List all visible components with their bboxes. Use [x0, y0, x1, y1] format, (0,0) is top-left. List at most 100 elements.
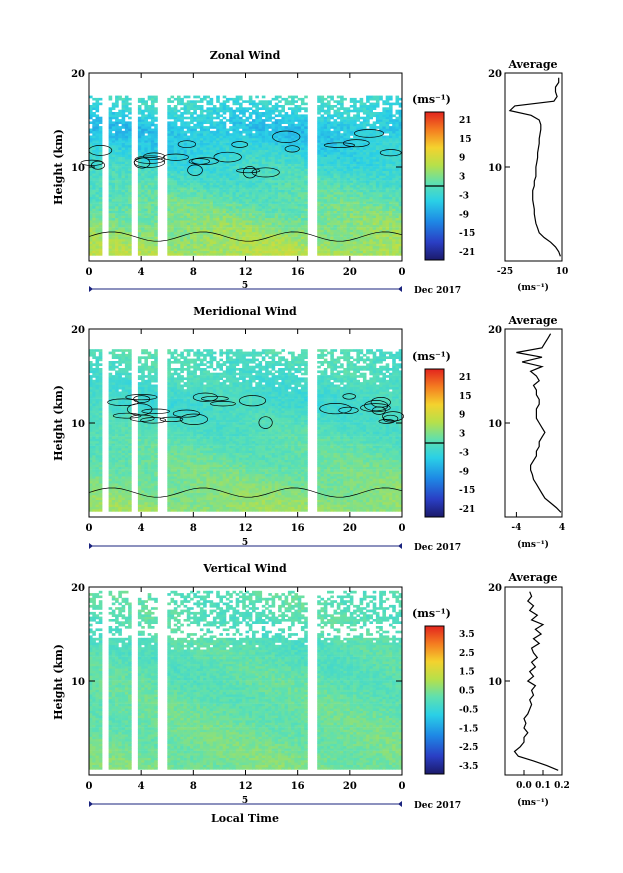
heatmap-cell [141, 224, 145, 228]
heatmap-cell [333, 241, 338, 244]
heatmap-cell [265, 241, 269, 244]
heatmap-cell [291, 123, 295, 127]
heatmap-cell [180, 163, 184, 167]
heatmap-cell [95, 114, 100, 118]
heatmap-cell [115, 206, 119, 209]
heatmap-cell [137, 196, 142, 200]
heatmap-cell [274, 234, 279, 237]
heatmap-cell [356, 213, 360, 216]
heatmap-cell [346, 154, 351, 157]
heatmap-cell [167, 229, 171, 233]
heatmap-cell [248, 123, 253, 127]
heatmap-cell [219, 189, 223, 193]
heatmap-cell [92, 168, 96, 171]
heatmap-cell [89, 149, 93, 153]
heatmap-cell [366, 220, 370, 223]
heatmap-cell [209, 199, 214, 202]
heatmap-cell [180, 234, 184, 237]
heatmap-cell [261, 203, 266, 207]
heatmap-cell [186, 107, 191, 110]
heatmap-cell [265, 210, 269, 214]
heatmap-cell [255, 217, 259, 221]
heatmap-cell [235, 95, 240, 99]
heatmap-cell [284, 121, 289, 124]
heatmap-cell [336, 241, 341, 244]
heatmap-cell [327, 180, 331, 183]
heatmap-cell [190, 156, 194, 160]
heatmap-cell [137, 184, 142, 188]
heatmap-cell [144, 184, 148, 188]
heatmap-cell [173, 210, 178, 214]
heatmap-cell [173, 168, 178, 171]
heatmap-cell [271, 215, 276, 218]
heatmap-cell [199, 154, 204, 157]
heatmap-cell [229, 208, 233, 211]
heatmap-cell [300, 177, 305, 181]
heatmap-cell [190, 152, 194, 155]
heatmap-cell [209, 210, 214, 214]
heatmap-cell [199, 173, 204, 176]
heatmap-cell [291, 184, 295, 188]
heatmap-cell [287, 210, 292, 214]
heatmap-cell [245, 199, 250, 202]
heatmap-cell [366, 130, 370, 134]
heatmap-cell [281, 196, 285, 200]
heatmap-cell [206, 173, 210, 176]
heatmap-cell [147, 123, 152, 127]
heatmap-cell [118, 163, 122, 167]
heatmap-cell [111, 243, 116, 247]
heatmap-cell [245, 154, 250, 157]
heatmap-cell [239, 213, 243, 216]
heatmap-cell [128, 253, 132, 256]
heatmap-cell [366, 114, 370, 118]
heatmap-cell [372, 112, 377, 115]
heatmap-cell [95, 149, 100, 153]
heatmap-cell [340, 189, 344, 193]
heatmap-cell [340, 220, 344, 223]
heatmap-cell [222, 234, 227, 237]
heatmap-cell [235, 227, 240, 230]
heatmap-cell [252, 121, 256, 124]
heatmap-cell [294, 187, 298, 190]
heatmap-cell [115, 97, 119, 101]
heatmap-cell [304, 222, 308, 226]
heatmap-cell [284, 208, 289, 211]
heatmap-cell [291, 241, 295, 244]
heatmap-cell [92, 154, 96, 157]
heatmap-cell [274, 227, 279, 230]
heatmap-cell [199, 234, 204, 237]
heatmap-cell [330, 229, 334, 233]
heatmap-cell [108, 201, 113, 204]
heatmap-cell [362, 229, 367, 233]
heatmap-cell [271, 168, 276, 171]
heatmap-cell [255, 250, 259, 254]
heatmap-cell [121, 100, 126, 103]
heatmap-cell [196, 180, 201, 183]
heatmap-cell [203, 241, 207, 244]
heatmap-cell [261, 130, 266, 134]
heatmap-cell [196, 220, 201, 223]
heatmap-cell [343, 175, 347, 179]
heatmap-cell [177, 203, 181, 207]
heatmap-cell [229, 159, 233, 162]
heatmap-cell [278, 203, 282, 207]
heatmap-cell [229, 180, 233, 183]
heatmap-cell [229, 231, 233, 235]
heatmap-cell [124, 147, 129, 150]
heatmap-cell [124, 109, 129, 113]
heatmap-cell [327, 112, 331, 115]
heatmap-cell [173, 217, 178, 221]
heatmap-cell [359, 196, 364, 200]
heatmap-cell [235, 135, 240, 139]
heatmap-cell [150, 220, 155, 223]
heatmap-cell [278, 208, 282, 211]
heatmap-cell [278, 128, 282, 132]
heatmap-cell [186, 220, 191, 223]
heatmap-cell [274, 133, 279, 136]
heatmap-cell [287, 137, 292, 141]
heatmap-cell [297, 173, 302, 176]
heatmap-cell [248, 213, 253, 216]
heatmap-cell [366, 208, 370, 211]
heatmap-cell [372, 201, 377, 204]
heatmap-cell [141, 102, 145, 106]
